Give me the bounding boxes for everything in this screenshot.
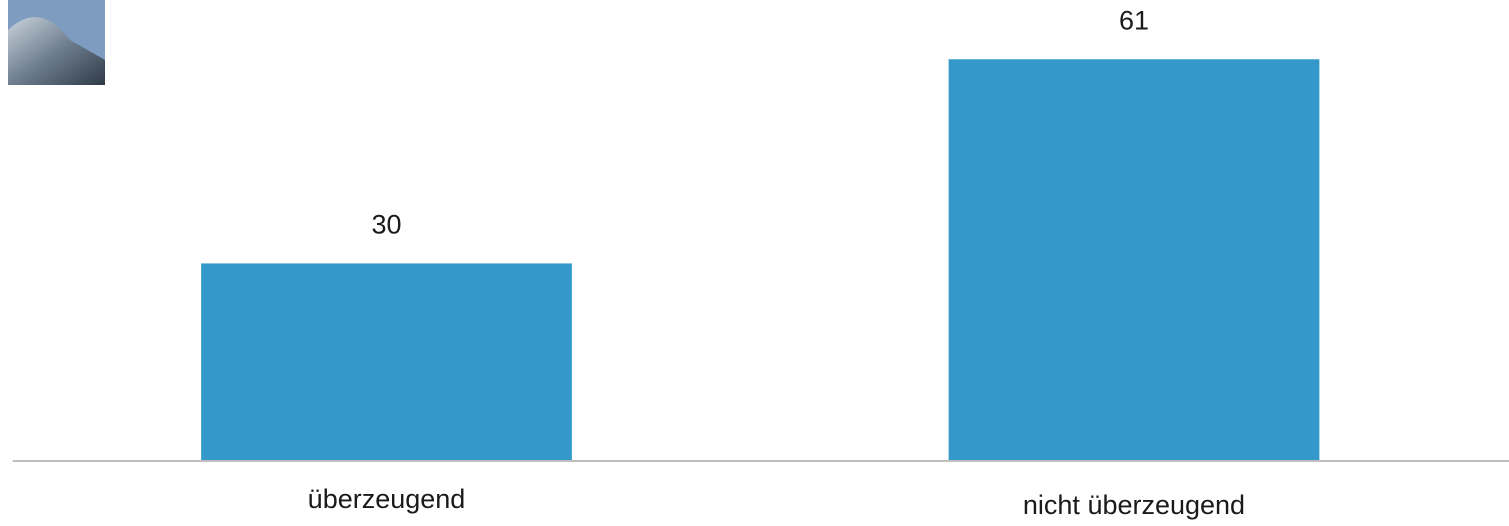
bar [201, 263, 572, 461]
x-tick-label: nicht überzeugend [1023, 490, 1245, 520]
x-tick-label: überzeugend [308, 484, 466, 514]
value-label: 30 [371, 210, 401, 240]
value-label: 61 [1119, 5, 1149, 35]
photo [8, 0, 105, 86]
bar [948, 59, 1320, 462]
